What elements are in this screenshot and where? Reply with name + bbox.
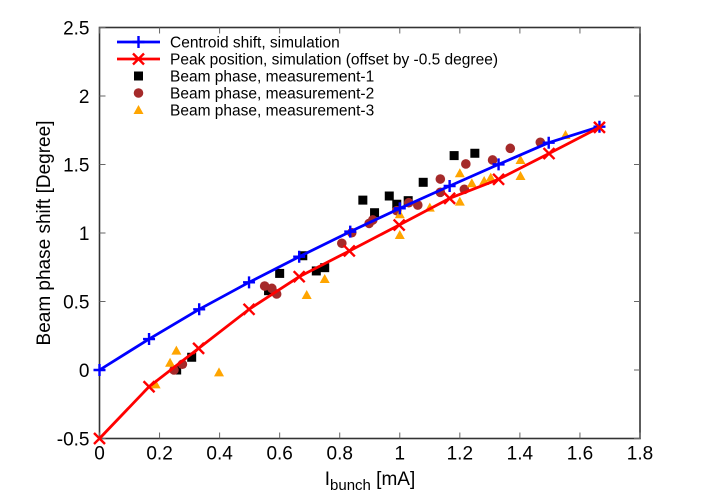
legend-item: Peak position, simulation (offset by -0.… [117,52,498,69]
square-marker-icon [370,208,380,218]
legend-label: Beam phase, measurement-2 [170,86,374,103]
plus-marker-icon [293,250,306,263]
x-marker-icon [93,432,106,445]
plus-marker-icon [193,303,206,316]
x-axis-label-main: I [325,469,330,490]
triangle-marker-icon [485,172,496,182]
x-axis-label-sub: bunch [330,477,371,494]
x-marker-icon [492,172,505,186]
triangle-marker-icon [454,196,465,206]
x-axis-label-unit: [mA] [371,469,415,490]
x-marker-icon [342,244,356,258]
square-marker-icon [418,177,428,187]
x-tick-label: 0.6 [266,444,292,465]
x-axis-label: Ibunch [mA] [325,469,416,494]
x-marker-icon [392,218,406,232]
x-marker-icon [142,380,156,394]
legend-label: Centroid shift, simulation [170,35,340,52]
x-tick-label: 1.4 [507,444,534,465]
x-tick-label: 1 [394,444,405,465]
series-4 [169,137,546,375]
x-tick-label: 1.2 [447,444,473,465]
square-marker-icon [311,266,321,276]
y-tick-label: 2 [79,87,90,108]
y-tick-label: -0.5 [57,430,90,451]
y-axis-label: Beam phase shift [Degree] [34,121,55,346]
triangle-marker-icon [133,105,144,114]
square-marker-icon [187,352,197,362]
triangle-marker-icon [466,178,477,188]
series-1 [93,120,606,376]
y-tick-label: 2.5 [63,19,89,40]
legend-item: Beam phase, measurement-3 [133,103,374,120]
circle-marker-icon [259,281,270,291]
x-tick-label: 1.8 [627,444,653,465]
x-tick-label: 0.2 [146,444,172,465]
square-marker-icon [470,148,480,158]
plus-marker-icon [542,136,555,149]
x-marker-icon [542,147,556,160]
circle-marker-icon [133,88,144,98]
circle-marker-icon [461,159,471,169]
x-marker-icon [192,342,205,355]
plus-marker-icon [443,180,456,193]
y-tick-label: 0 [79,361,90,382]
triangle-marker-icon [171,345,182,355]
y-tick-label: 1 [79,224,90,245]
plus-marker-icon [243,276,256,289]
x-marker-icon [593,121,606,134]
triangle-marker-icon [165,357,176,367]
triangle-marker-icon [515,171,526,181]
series-5 [150,130,571,389]
plus-marker-icon [393,202,406,215]
square-marker-icon [134,71,143,81]
circle-marker-icon [505,143,516,154]
circle-marker-icon [487,155,498,165]
x-marker-icon [242,302,256,316]
square-marker-icon [384,191,394,201]
plus-marker-icon [143,333,156,346]
square-marker-icon [358,195,368,205]
triangle-marker-icon [454,168,465,178]
triangle-marker-icon [150,379,161,389]
x-tick-label: 0.4 [206,444,233,465]
legend-label: Peak position, simulation (offset by -0.… [170,52,498,69]
square-marker-icon [449,151,459,161]
legend-item: Centroid shift, simulation [117,35,340,52]
data-series [93,120,606,445]
triangle-marker-icon [319,274,330,284]
triangle-marker-icon [515,154,526,164]
legend-item: Beam phase, measurement-1 [134,69,374,86]
y-tick-label: 0.5 [63,293,89,314]
x-tick-label: 0 [94,444,105,465]
triangle-marker-icon [301,290,312,300]
plus-marker-icon [344,225,357,238]
circle-marker-icon [435,174,446,184]
triangle-marker-icon [394,230,405,240]
axes: 0 0.2 0.4 0.6 0.8 1 1.2 1.4 1.6 1.8-0.500.511.522… [57,19,653,465]
x-tick-label: 1.6 [567,444,593,465]
triangle-marker-icon [214,367,225,377]
plus-marker-icon [132,36,145,48]
square-marker-icon [320,263,330,273]
series-line [98,126,601,440]
plus-marker-icon [93,364,106,376]
x-marker-icon [292,270,306,284]
square-marker-icon [275,268,285,278]
series-3 [172,148,480,375]
square-marker-icon [392,199,402,209]
x-marker-icon [443,191,456,205]
plus-marker-icon [492,158,505,171]
legend-label: Beam phase, measurement-3 [170,103,374,120]
legend-label: Beam phase, measurement-1 [170,69,374,86]
series-2 [93,121,606,445]
x-tick-label: 0.8 [327,444,353,465]
y-tick-label: 1.5 [63,156,89,177]
x-marker-icon [132,52,145,66]
legend-item: Beam phase, measurement-2 [133,86,374,103]
